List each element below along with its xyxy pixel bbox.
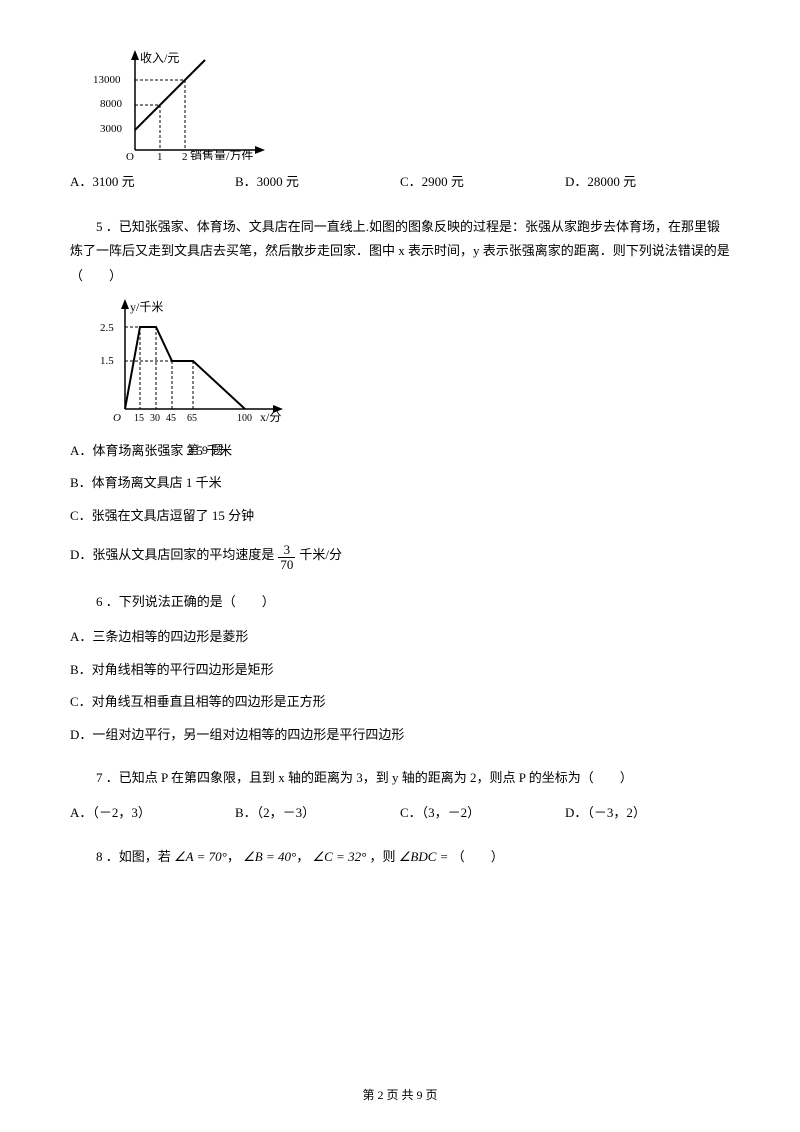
q7-option-c: C．（3，－2） <box>400 801 565 826</box>
q8-angle-b: ∠B = 40° <box>243 849 296 864</box>
q4-option-c: C．2900 元 <box>400 170 565 195</box>
q6-answer-c: C．对角线互相垂直且相等的四边形是正方形 <box>70 690 730 715</box>
chart1-svg: 收入/元 13000 8000 3000 O 1 2 销售量/万件 <box>90 50 270 160</box>
chart1-y-label: 收入/元 <box>140 51 179 65</box>
chart2-ytick-15: 1.5 <box>100 355 114 367</box>
q8-angle-bdc: ∠BDC = <box>399 849 449 864</box>
page-footer: 第 2 页 共 9 页 <box>0 1084 800 1107</box>
q8-comma1: ， <box>227 849 240 864</box>
q8-text: 8 ．如图，若 ∠A = 70°， ∠B = 40°， ∠C = 32° ，则 … <box>70 845 730 870</box>
q8-prefix: 8 ．如图，若 <box>96 849 171 864</box>
q4-options: A．3100 元 B．3000 元 C．2900 元 D．28000 元 <box>70 170 730 195</box>
chart2-caption: 第 9 题 <box>90 439 290 462</box>
q5-text: 5 ．已知张强家、体育场、文具店在同一直线上.如图的图象反映的过程是：张强从家跑… <box>70 215 730 289</box>
chart1-ytick-3000: 3000 <box>100 123 123 135</box>
chart2-xtick-65: 65 <box>187 413 197 424</box>
chart1-ytick-13000: 13000 <box>93 74 121 86</box>
chart2-xtick-30: 30 <box>150 413 160 424</box>
q6-answer-d: D．一组对边平行，另一组对边相等的四边形是平行四边形 <box>70 723 730 748</box>
q4-option-d: D．28000 元 <box>565 170 730 195</box>
chart2-xtick-15: 15 <box>134 413 144 424</box>
q5-d-prefix: D．张强从文具店回家的平均速度是 <box>70 543 274 568</box>
chart1-origin: O <box>126 151 134 160</box>
chart2-origin: O <box>113 412 121 424</box>
chart2-xtick-100: 100 <box>237 413 252 424</box>
q6-text: 6 ．下列说法正确的是（ ） <box>70 590 730 615</box>
chart2-ytick-25: 2.5 <box>100 322 114 334</box>
chart2-x-label: x/分 <box>260 410 281 424</box>
q5-d-frac-num: 3 <box>278 543 295 558</box>
q7-text: 7 ．已知点 P 在第四象限，且到 x 轴的距离为 3，到 y 轴的距离为 2，… <box>70 766 730 791</box>
chart2-xtick-45: 45 <box>166 413 176 424</box>
q5-answer-c: C．张强在文具店逗留了 15 分钟 <box>70 504 730 529</box>
q5-d-suffix: 千米/分 <box>299 543 342 568</box>
chart1-x-label: 销售量/万件 <box>190 148 253 160</box>
q4-option-b: B．3000 元 <box>235 170 400 195</box>
q8-then: ，则 <box>370 849 396 864</box>
q5-answer-b: B．体育场离文具店 1 千米 <box>70 471 730 496</box>
chart1-ytick-8000: 8000 <box>100 98 123 110</box>
q8-comma2: ， <box>296 849 309 864</box>
q7-option-a: A．（－2，3） <box>70 801 235 826</box>
chart1: 收入/元 13000 8000 3000 O 1 2 销售量/万件 <box>90 50 270 160</box>
q5-answer-d: D．张强从文具店回家的平均速度是 3 70 千米/分 <box>70 543 730 573</box>
q6-answer-b: B．对角线相等的平行四边形是矩形 <box>70 658 730 683</box>
q7-options: A．（－2，3） B．（2，－3） C．（3，－2） D．（－3，2） <box>70 801 730 826</box>
chart2-y-label: y/千米 <box>130 300 163 314</box>
chart1-container: 收入/元 13000 8000 3000 O 1 2 销售量/万件 <box>70 50 730 160</box>
q4-option-a: A．3100 元 <box>70 170 235 195</box>
chart1-xtick-2: 2 <box>182 151 188 160</box>
q5-d-fraction: 3 70 <box>278 543 295 573</box>
chart2: y/千米 x/分 2.5 1.5 O 15 30 45 65 100 第 9 题 <box>90 299 290 429</box>
q7-option-b: B．（2，－3） <box>235 801 400 826</box>
chart2-container: y/千米 x/分 2.5 1.5 O 15 30 45 65 100 第 9 题 <box>70 299 730 429</box>
q7-option-d: D．（－3，2） <box>565 801 730 826</box>
q8-paren: （ ） <box>452 849 504 864</box>
chart1-xtick-1: 1 <box>157 151 163 160</box>
q5-d-frac-den: 70 <box>278 558 295 572</box>
chart2-svg: y/千米 x/分 2.5 1.5 O 15 30 45 65 100 <box>90 299 290 429</box>
q6-answer-a: A．三条边相等的四边形是菱形 <box>70 625 730 650</box>
q8-angle-c: ∠C = 32° <box>312 849 366 864</box>
q8-angle-a: ∠A = 70° <box>174 849 227 864</box>
